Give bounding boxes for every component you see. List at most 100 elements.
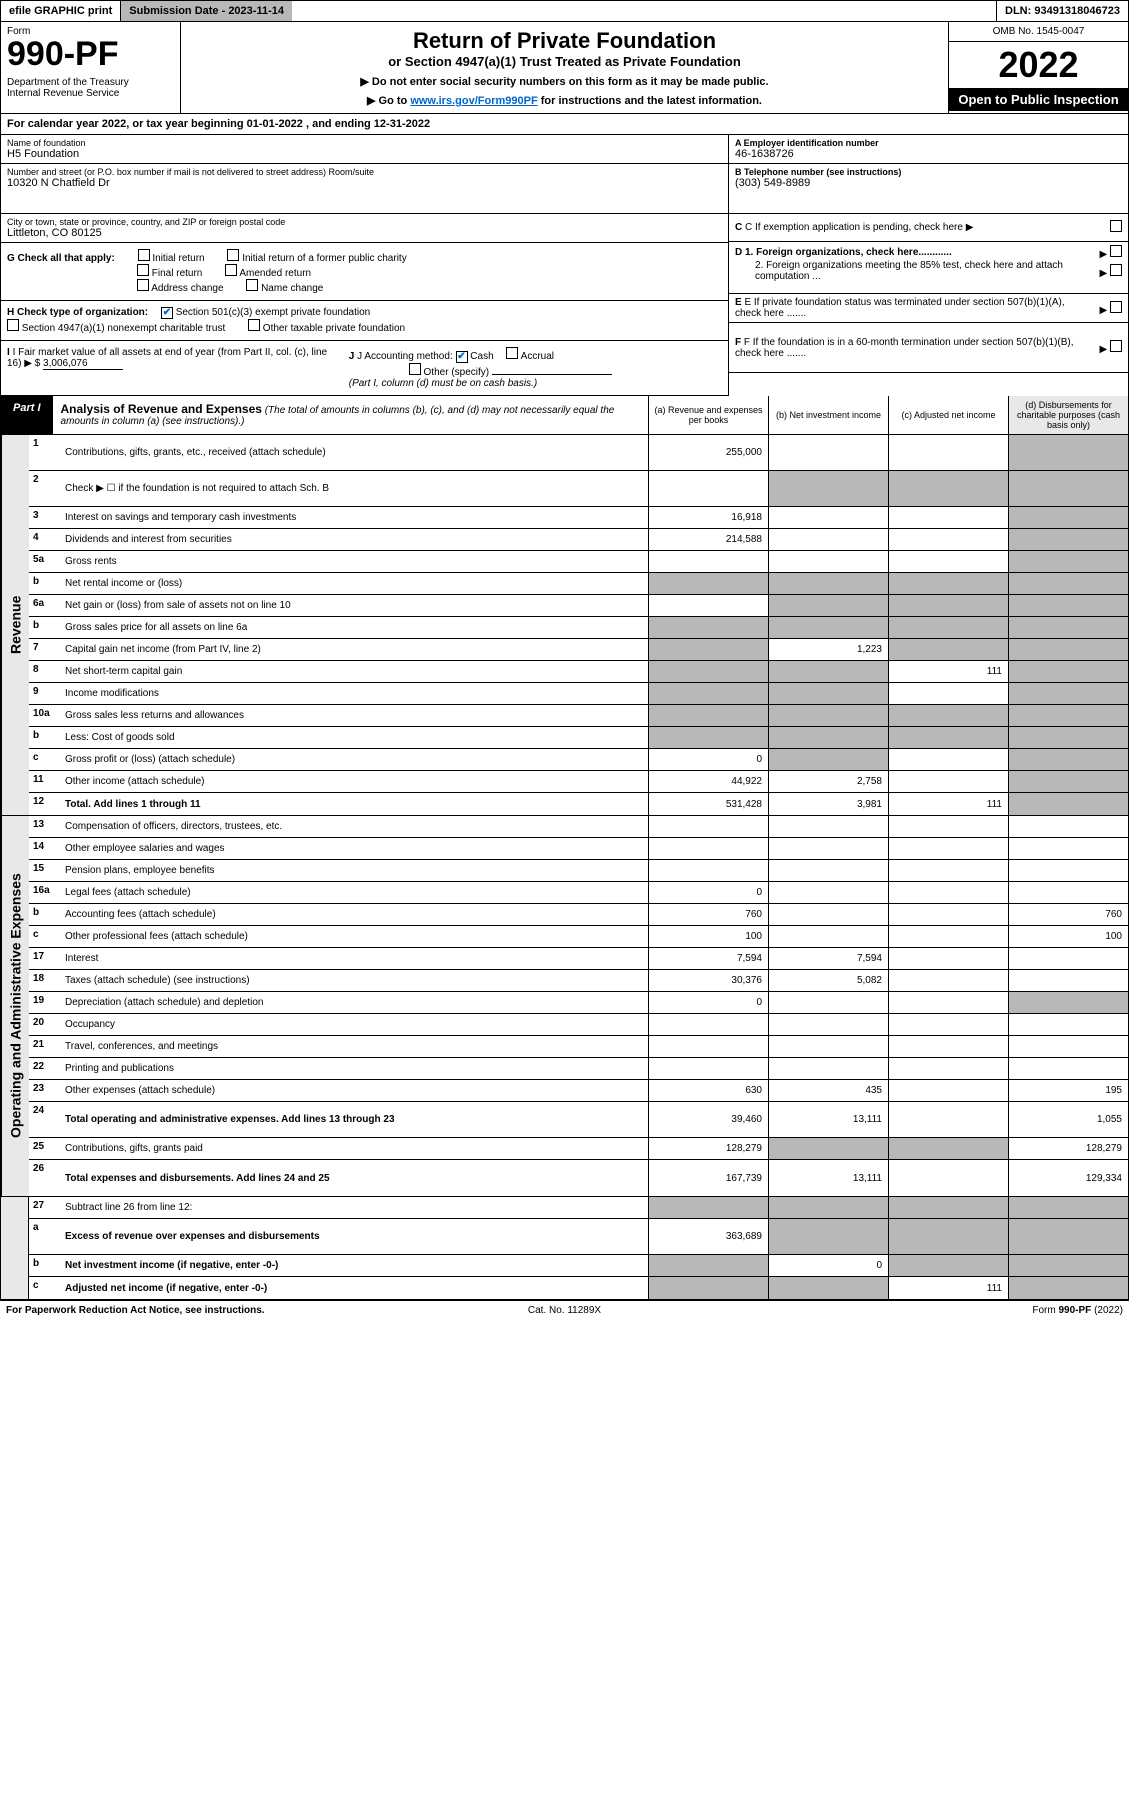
row-number: 26 — [29, 1160, 61, 1196]
checkbox-cash[interactable] — [456, 351, 468, 363]
expenses-side-label: Operating and Administrative Expenses — [1, 816, 29, 1196]
cell-c — [888, 1219, 1008, 1254]
row-number: 23 — [29, 1080, 61, 1101]
cell-c — [888, 926, 1008, 947]
cell-c — [888, 639, 1008, 660]
cell-a: 100 — [648, 926, 768, 947]
cell-b — [768, 838, 888, 859]
cell-b — [768, 661, 888, 682]
cell-d: 1,055 — [1008, 1102, 1128, 1137]
cell-a: 167,739 — [648, 1160, 768, 1196]
row-number: 2 — [29, 471, 61, 506]
cell-a: 760 — [648, 904, 768, 925]
col-b-header: (b) Net investment income — [768, 396, 888, 434]
cell-b — [768, 529, 888, 550]
cell-d: 100 — [1008, 926, 1128, 947]
cell-b: 435 — [768, 1080, 888, 1101]
row-description: Capital gain net income (from Part IV, l… — [61, 639, 648, 660]
cell-d: 128,279 — [1008, 1138, 1128, 1159]
row-number: 5a — [29, 551, 61, 572]
dept-label: Department of the TreasuryInternal Reven… — [7, 77, 174, 99]
revenue-side-label: Revenue — [1, 435, 29, 815]
cell-a: 531,428 — [648, 793, 768, 815]
cell-c — [888, 838, 1008, 859]
cell-b — [768, 749, 888, 770]
city-cell: City or town, state or province, country… — [1, 214, 728, 243]
section-ij: I I Fair market value of all assets at e… — [1, 341, 728, 396]
cell-c — [888, 771, 1008, 792]
row-description: Depreciation (attach schedule) and deple… — [61, 992, 648, 1013]
row-number: 11 — [29, 771, 61, 792]
cell-a: 39,460 — [648, 1102, 768, 1137]
row-number: 22 — [29, 1058, 61, 1079]
row-number: 17 — [29, 948, 61, 969]
page-footer: For Paperwork Reduction Act Notice, see … — [0, 1300, 1129, 1320]
cell-b — [768, 573, 888, 594]
form-header: Form 990-PF Department of the TreasuryIn… — [0, 22, 1129, 114]
row-description: Other income (attach schedule) — [61, 771, 648, 792]
cell-b: 2,758 — [768, 771, 888, 792]
cell-d — [1008, 1255, 1128, 1276]
cell-d — [1008, 793, 1128, 815]
cell-b — [768, 617, 888, 638]
form-subtitle: or Section 4947(a)(1) Trust Treated as P… — [191, 54, 938, 69]
row-description: Other professional fees (attach schedule… — [61, 926, 648, 947]
row-description: Contributions, gifts, grants, etc., rece… — [61, 435, 648, 470]
cell-a — [648, 1058, 768, 1079]
col-d-header: (d) Disbursements for charitable purpose… — [1008, 396, 1128, 434]
cell-d — [1008, 970, 1128, 991]
cell-c — [888, 683, 1008, 704]
cell-a: 128,279 — [648, 1138, 768, 1159]
submission-date: Submission Date - 2023-11-14 — [121, 1, 292, 21]
col-c-header: (c) Adjusted net income — [888, 396, 1008, 434]
cell-d — [1008, 860, 1128, 881]
cell-c — [888, 992, 1008, 1013]
cell-b — [768, 882, 888, 903]
row-description: Accounting fees (attach schedule) — [61, 904, 648, 925]
cell-c — [888, 507, 1008, 528]
cell-b — [768, 727, 888, 748]
cell-c — [888, 1014, 1008, 1035]
checkbox-501c3[interactable] — [161, 307, 173, 319]
inspection-label: Open to Public Inspection — [949, 88, 1128, 111]
form-note-1: ▶ Do not enter social security numbers o… — [191, 75, 938, 88]
cell-c — [888, 1036, 1008, 1057]
section-c: C C If exemption application is pending,… — [729, 214, 1128, 242]
footer-left: For Paperwork Reduction Act Notice, see … — [6, 1305, 378, 1316]
cell-d — [1008, 1197, 1128, 1218]
cell-d — [1008, 727, 1128, 748]
cell-c — [888, 1080, 1008, 1101]
row-number: 6a — [29, 595, 61, 616]
row-description: Excess of revenue over expenses and disb… — [61, 1219, 648, 1254]
cell-b — [768, 1277, 888, 1299]
cell-c — [888, 1160, 1008, 1196]
row-description: Subtract line 26 from line 12: — [61, 1197, 648, 1218]
cell-d — [1008, 683, 1128, 704]
cell-a — [648, 1255, 768, 1276]
cell-a: 7,594 — [648, 948, 768, 969]
cell-d — [1008, 1036, 1128, 1057]
cell-d — [1008, 771, 1128, 792]
cell-c — [888, 471, 1008, 506]
cell-b — [768, 1138, 888, 1159]
cell-a: 30,376 — [648, 970, 768, 991]
irs-link[interactable]: www.irs.gov/Form990PF — [410, 95, 537, 107]
section-g: G Check all that apply: Initial return I… — [1, 243, 728, 301]
cell-c — [888, 529, 1008, 550]
row-description: Legal fees (attach schedule) — [61, 882, 648, 903]
cell-a — [648, 838, 768, 859]
cell-a — [648, 471, 768, 506]
tax-year: 2022 — [949, 42, 1128, 88]
row-description: Check ▶ ☐ if the foundation is not requi… — [61, 471, 648, 506]
row-description: Net rental income or (loss) — [61, 573, 648, 594]
footer-right: Form 990-PF (2022) — [751, 1305, 1123, 1316]
row-number: 27 — [29, 1197, 61, 1218]
row-number: 1 — [29, 435, 61, 470]
row-description: Total operating and administrative expen… — [61, 1102, 648, 1137]
cell-a — [648, 617, 768, 638]
cell-d — [1008, 639, 1128, 660]
row-description: Other expenses (attach schedule) — [61, 1080, 648, 1101]
cell-b — [768, 1219, 888, 1254]
cell-b — [768, 435, 888, 470]
cell-b — [768, 705, 888, 726]
